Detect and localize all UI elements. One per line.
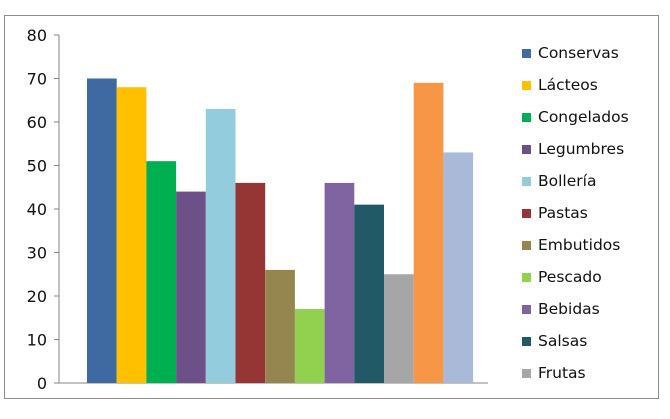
legend-label: Frutas [538, 364, 586, 382]
legend-item: Conservas [522, 37, 629, 69]
legend-swatch [522, 144, 531, 154]
legend-item: Lácteos [522, 69, 629, 101]
legend-swatch [522, 80, 531, 90]
legend-swatch [522, 48, 531, 58]
legend-label: Conservas [538, 44, 619, 62]
bar [116, 87, 147, 383]
y-tick-label: 80 [27, 26, 47, 45]
legend-swatch [522, 176, 531, 186]
legend-swatch [522, 272, 531, 282]
bar [413, 82, 444, 383]
bar [235, 182, 266, 383]
y-tick-label: 40 [27, 200, 47, 219]
y-tick-label: 20 [27, 287, 47, 306]
legend-label: Pescado [538, 268, 602, 286]
bar [324, 182, 355, 383]
legend-item: Bollería [522, 165, 629, 197]
legend-swatch [522, 304, 531, 314]
legend-item: Bebidas [522, 293, 629, 325]
legend-label: Bebidas [538, 300, 600, 318]
legend-label: Pastas [538, 204, 588, 222]
bars [87, 78, 474, 383]
legend-label: Legumbres [538, 140, 625, 158]
legend-swatch [522, 208, 531, 218]
legend-item: Pastas [522, 197, 629, 229]
y-tick-label: 50 [27, 157, 47, 176]
bar [265, 269, 295, 383]
bar [205, 108, 236, 383]
legend-label: Congelados [538, 108, 629, 126]
bar [87, 78, 117, 383]
y-tick-label: 30 [27, 244, 47, 263]
bar [146, 161, 177, 383]
legend-label: Lácteos [538, 76, 598, 94]
legend-swatch [522, 336, 531, 346]
legend-label: Bollería [538, 172, 597, 190]
legend-label: Salsas [538, 332, 588, 350]
legend-item: Pescado [522, 261, 629, 293]
legend-label: Embutidos [538, 236, 621, 254]
bar [354, 204, 384, 383]
y-tick-label: 10 [27, 331, 47, 350]
bar [294, 309, 325, 383]
legend-item: Congelados [522, 101, 629, 133]
y-tick-label: 70 [27, 70, 47, 89]
legend-item: Legumbres [522, 133, 629, 165]
legend-swatch [522, 240, 531, 250]
legend-item: Embutidos [522, 229, 629, 261]
y-tick-label: 0 [37, 374, 47, 393]
y-tick-label: 60 [27, 113, 47, 132]
bar [443, 152, 474, 383]
legend-item: Salsas [522, 325, 629, 357]
legend-swatch [522, 112, 531, 122]
legend-item: Frutas [522, 357, 629, 389]
bar [176, 191, 206, 383]
bar [384, 274, 414, 383]
legend-swatch [522, 368, 531, 378]
legend: Conservas Lácteos Congelados Legumbres Bolle… [522, 37, 629, 389]
